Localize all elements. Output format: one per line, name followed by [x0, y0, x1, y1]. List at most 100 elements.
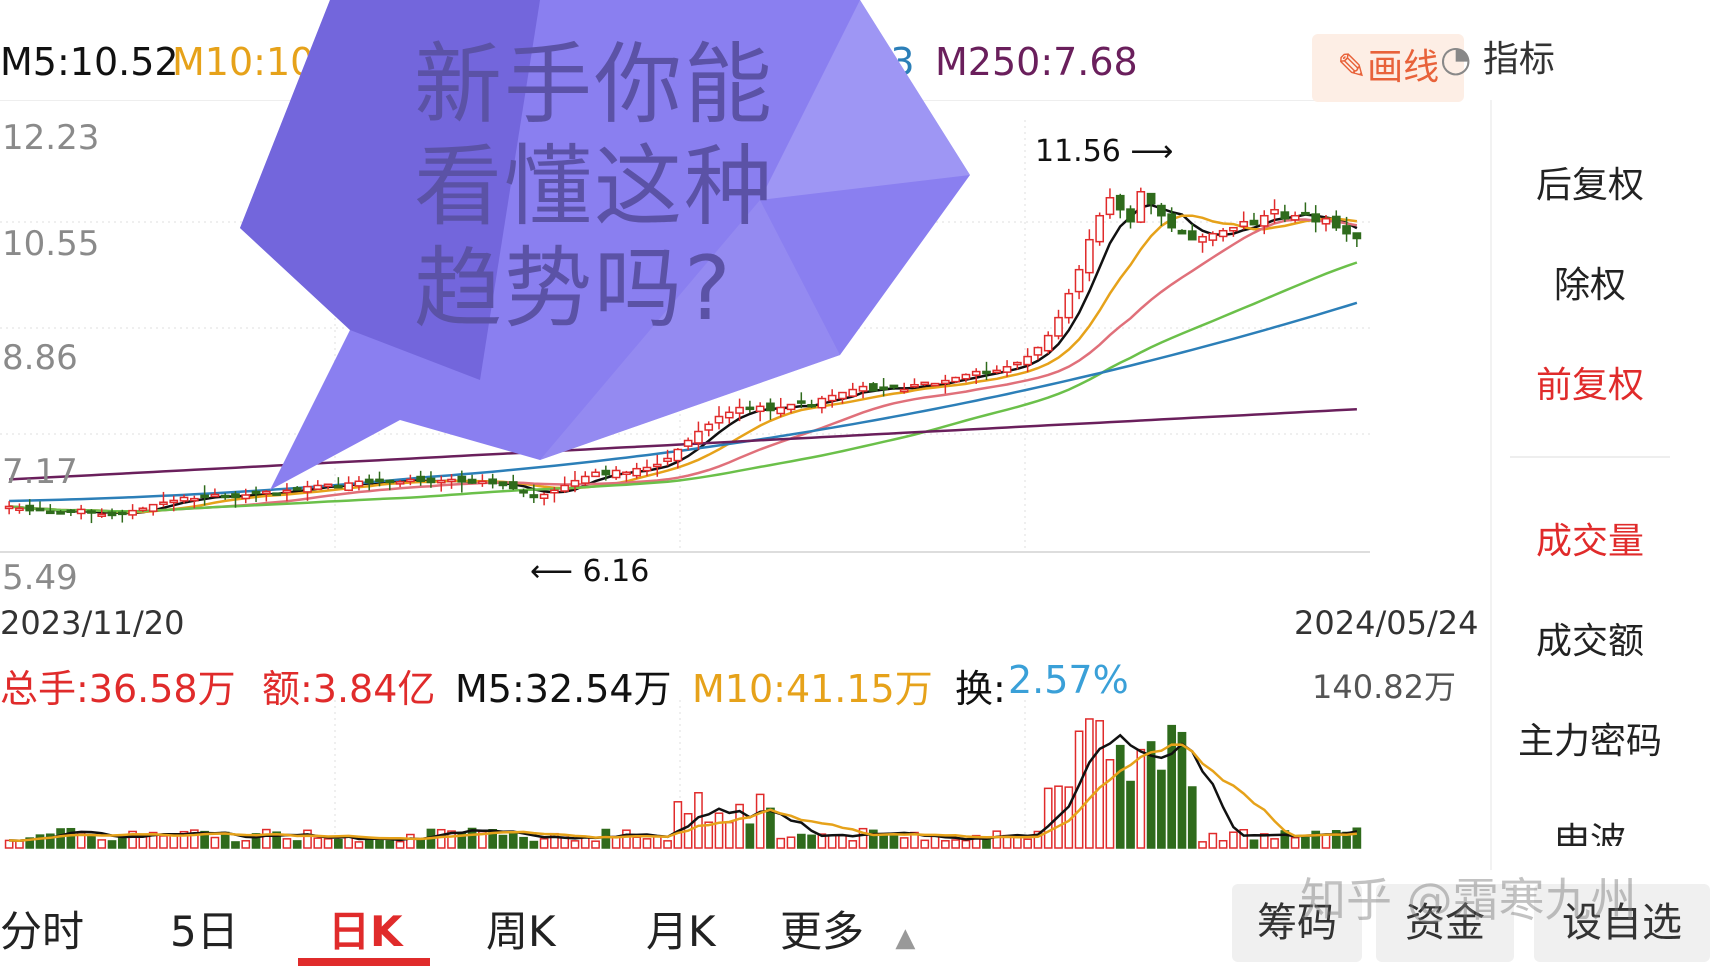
candle — [1033, 346, 1043, 356]
candle — [879, 386, 888, 390]
candle — [1085, 238, 1094, 274]
sidebar-item-main-force[interactable]: 主力密码 — [1517, 721, 1662, 762]
candle — [652, 463, 662, 468]
candle — [231, 493, 240, 499]
overlay-line-2: 看懂这种 — [414, 135, 775, 238]
candle — [375, 478, 384, 483]
candle — [622, 471, 631, 476]
indicator-label: 指标 — [1482, 39, 1555, 80]
sidebar-item-post-adjust[interactable]: 后复权 — [1535, 165, 1644, 206]
volume-bar — [1259, 833, 1269, 849]
candle — [930, 382, 940, 387]
candle — [1208, 232, 1218, 241]
candle — [1342, 225, 1351, 235]
volume-bar — [879, 833, 888, 849]
candle — [117, 511, 127, 516]
funds-button[interactable]: 资金 — [1376, 884, 1514, 962]
candle — [591, 471, 600, 478]
right-arrow-icon: ⟶ — [1120, 134, 1174, 169]
ma120-line — [9, 301, 1358, 503]
volume-bar — [735, 803, 744, 849]
candle — [107, 511, 117, 517]
tab-monthly-k[interactable]: 月K — [646, 907, 716, 956]
volume-bar — [35, 834, 45, 849]
candle — [1054, 316, 1063, 337]
volume-chart[interactable] — [0, 700, 1370, 850]
sidebar-item-pre-adjust[interactable]: 前复权 — [1535, 365, 1644, 406]
volume-bar — [251, 833, 261, 849]
volume-bar — [272, 831, 281, 849]
candle — [179, 496, 189, 502]
ma60-line — [8, 261, 1358, 513]
candle — [570, 479, 580, 487]
tab-weekly-k[interactable]: 周K — [486, 907, 556, 956]
tab-5day[interactable]: 5日 — [170, 907, 239, 956]
draw-line-label: 画线 — [1367, 47, 1440, 88]
volume-bar — [899, 837, 909, 849]
candle — [766, 402, 775, 412]
gauge-icon: ◔ — [1440, 39, 1472, 80]
volume-bar — [354, 841, 364, 849]
candle — [1239, 220, 1249, 228]
sidebar-item-ex-right[interactable]: 除权 — [1553, 265, 1626, 306]
candle — [1187, 230, 1197, 241]
high-annotation: 11.56 ⟶ — [1035, 134, 1173, 169]
volume-bar — [1146, 741, 1156, 849]
candle — [354, 480, 364, 487]
candle — [755, 405, 765, 413]
candle — [714, 415, 724, 424]
volume-bar — [334, 838, 343, 849]
sidebar-item-turnover[interactable]: 成交额 — [1535, 621, 1644, 662]
volume-bar — [385, 840, 395, 849]
volume-bar — [652, 835, 662, 849]
candle — [334, 484, 343, 489]
candle — [1013, 361, 1022, 366]
candle — [1043, 334, 1053, 352]
volume-bar — [1239, 828, 1249, 849]
price-tick-4: 7.17 — [2, 452, 78, 492]
candle — [858, 385, 868, 392]
volume-bar — [1136, 748, 1146, 849]
volume-bar — [189, 829, 199, 849]
candle — [35, 507, 45, 512]
volume-bar — [313, 837, 323, 849]
volume-bar — [1167, 724, 1177, 849]
volume-bar — [632, 836, 642, 849]
volume-bar — [169, 835, 179, 849]
tab-intraday[interactable]: 分时 — [0, 907, 85, 956]
candle — [848, 388, 858, 397]
price-tick-3: 8.86 — [2, 338, 78, 378]
ma5-value: M5:10.52 — [0, 40, 179, 84]
add-watchlist-button[interactable]: 设自选 — [1534, 884, 1710, 962]
candle — [282, 489, 292, 493]
volume-bar — [159, 835, 168, 849]
candle — [704, 423, 714, 431]
indicator-button[interactable]: ◔ 指标 — [1440, 30, 1555, 82]
candle — [642, 466, 652, 472]
chips-button[interactable]: 筹码 — [1232, 884, 1362, 962]
active-tab-underline — [298, 958, 430, 966]
candle — [395, 481, 405, 485]
volume-bar — [45, 833, 55, 849]
candle — [15, 507, 24, 511]
candle — [683, 439, 693, 447]
volume-bar — [1157, 769, 1166, 849]
candle — [673, 448, 683, 462]
volume-bar — [1249, 839, 1259, 849]
vol-ma10-line — [9, 743, 1358, 842]
tab-daily-k[interactable]: 日K — [328, 907, 403, 956]
volume-bar — [436, 828, 446, 849]
candle — [169, 499, 179, 504]
volume-bar — [704, 821, 714, 849]
candle — [961, 373, 971, 380]
sidebar-item-volume[interactable]: 成交量 — [1535, 521, 1644, 562]
volume-bar — [508, 831, 518, 849]
volume-bar — [796, 833, 806, 849]
draw-line-button[interactable]: ✎画线 — [1312, 34, 1464, 102]
volume-bar — [961, 839, 971, 849]
volume-bar — [1126, 780, 1135, 849]
candle — [148, 503, 158, 512]
volume-bar — [1270, 838, 1279, 849]
sidebar-item-wave[interactable]: 申波 — [1553, 821, 1626, 846]
tab-more[interactable]: 更多 ▲ — [780, 898, 915, 959]
